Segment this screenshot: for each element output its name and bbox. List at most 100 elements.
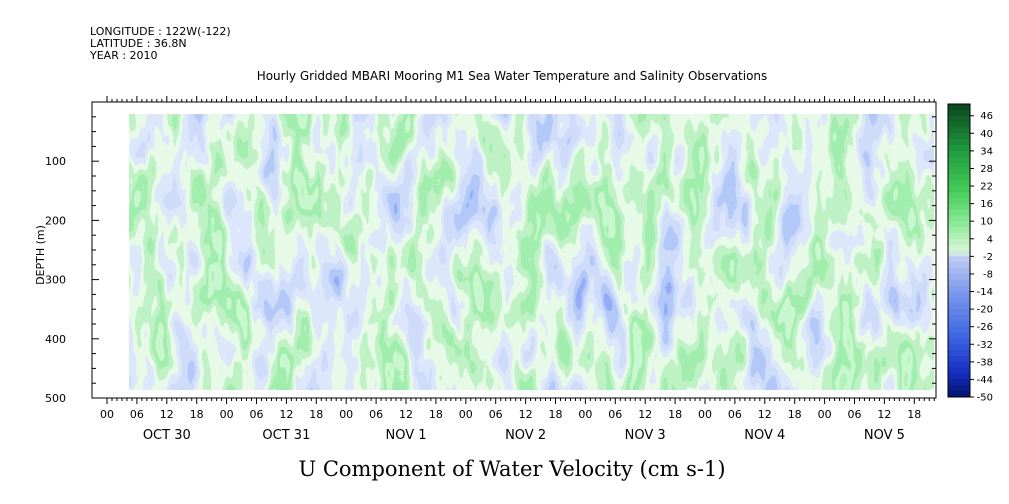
colorbar-label: -44	[977, 375, 993, 386]
colorbar-cell	[948, 314, 970, 322]
colorbar-cell	[948, 203, 970, 210]
x-day-label: NOV 3	[625, 428, 666, 443]
colorbar-label: -50	[977, 393, 993, 404]
colorbar-cell	[948, 326, 970, 333]
colorbar-cell	[948, 373, 970, 380]
x-tick-label: 06	[608, 408, 622, 421]
x-tick-label: 06	[250, 408, 264, 421]
colorbar-cell	[948, 332, 970, 339]
colorbar-cell	[948, 121, 970, 128]
colorbar-cell	[948, 268, 970, 275]
y-tick-label: 300	[45, 274, 66, 287]
x-day-label: NOV 2	[505, 428, 546, 443]
colorbar-label: 46	[980, 111, 993, 122]
colorbar-cell	[948, 186, 970, 193]
colorbar-label: -26	[977, 322, 993, 333]
colorbar-cell	[948, 174, 970, 181]
colorbar-cell	[948, 379, 970, 386]
colorbar-cell	[948, 156, 970, 163]
chart-title: Hourly Gridded MBARI Mooring M1 Sea Wate…	[257, 69, 768, 83]
x-axis-ticks	[106, 96, 935, 404]
colorbar-cell	[948, 355, 970, 363]
colorbar-cell	[948, 109, 970, 117]
colorbar-label: -32	[977, 340, 993, 351]
x-tick-label: 18	[190, 408, 204, 421]
colorbar-label: 40	[980, 129, 993, 140]
x-tick-label: 00	[578, 408, 592, 421]
x-tick-label: 06	[369, 408, 383, 421]
colorbar-cell	[948, 309, 970, 316]
colorbar-cell	[948, 279, 970, 287]
colorbar-label: 34	[980, 146, 993, 157]
colorbar-label: 4	[987, 234, 993, 245]
colorbar-cell	[948, 361, 970, 369]
y-axis-title: DEPTH (m)	[34, 225, 47, 285]
x-day-label: OCT 30	[143, 428, 191, 443]
colorbar-cell	[948, 127, 970, 134]
colorbar-cell	[948, 262, 970, 269]
heatmap-field	[129, 114, 934, 390]
colorbar-cell	[948, 145, 970, 152]
colorbar-cell	[948, 227, 970, 234]
colorbar-cell	[948, 180, 970, 187]
x-tick-label: 12	[877, 408, 891, 421]
colorbar-cell	[948, 191, 970, 199]
x-tick-label: 00	[698, 408, 712, 421]
x-day-label: NOV 4	[744, 428, 785, 443]
x-tick-label: 06	[130, 408, 144, 421]
x-tick-label: 12	[519, 408, 533, 421]
longitude-label: LONGITUDE : 122W(-122)	[90, 25, 231, 38]
x-tick-label: 12	[758, 408, 772, 421]
colorbar-cell	[948, 215, 970, 222]
colorbar-cell	[948, 250, 970, 257]
plot-area: 100 200 300 400 500 00 06 12 18 00 06 12 18 00 06 12 18…	[45, 96, 937, 443]
y-tick-label: 500	[45, 392, 66, 405]
colorbar-cell	[948, 133, 970, 140]
colorbar-cell	[948, 221, 970, 228]
colorbar-cell	[948, 197, 970, 205]
colorbar-cell	[948, 150, 970, 158]
x-tick-label: 00	[100, 408, 114, 421]
colorbar-label: -14	[977, 287, 993, 298]
colorbar-cell	[948, 104, 970, 111]
y-tick-label: 100	[45, 155, 66, 168]
x-tick-label: 18	[549, 408, 563, 421]
colorbar-frame	[947, 103, 971, 398]
x-tick-label: 00	[818, 408, 832, 421]
colorbar-label: 16	[980, 199, 993, 210]
colorbar-label: -8	[983, 269, 993, 280]
x-tick-label: 18	[907, 408, 921, 421]
x-tick-label: 12	[160, 408, 174, 421]
colorbar-cell	[948, 238, 970, 246]
x-tick-label: 12	[279, 408, 293, 421]
latitude-label: LATITUDE : 36.8N	[90, 37, 187, 50]
colorbar-cell	[948, 139, 970, 146]
colorbar-label: 22	[980, 182, 993, 193]
colorbar-cell	[948, 256, 970, 263]
x-tick-label: 12	[638, 408, 652, 421]
x-tick-label: 18	[668, 408, 682, 421]
x-day-label: NOV 5	[864, 428, 905, 443]
colorbar-cell	[948, 168, 970, 175]
x-axis-labels: 00 06 12 18 00 06 12 18 00 06 12 18 00 06 12 18 00 06 12 18…	[100, 408, 921, 443]
x-tick-label: 00	[220, 408, 234, 421]
colorbar-cell	[948, 320, 970, 328]
colorbar-label: 28	[980, 164, 993, 175]
colorbar-cell	[948, 303, 970, 310]
colorbar-cell	[948, 232, 970, 240]
colorbar-cell	[948, 344, 970, 351]
x-tick-label: 18	[309, 408, 323, 421]
x-tick-label: 18	[788, 408, 802, 421]
colorbar-cell	[948, 291, 970, 298]
colorbar-cell	[948, 162, 970, 169]
colorbar-label: 10	[980, 217, 993, 228]
x-tick-label: 12	[399, 408, 413, 421]
colorbar: 46 40 34 28 22 16 10 4 -2 -8 -14 -20 -26 -32 -38 -44 -50	[947, 103, 993, 404]
colorbar-cell	[948, 385, 970, 392]
colorbar-label: -38	[977, 357, 993, 368]
colorbar-cell	[948, 391, 970, 398]
x-axis-title: U Component of Water Velocity (cm s-1)	[298, 457, 725, 481]
colorbar-cell	[948, 115, 970, 122]
y-axis-ticks: 100 200 300 400 500	[45, 116, 936, 405]
